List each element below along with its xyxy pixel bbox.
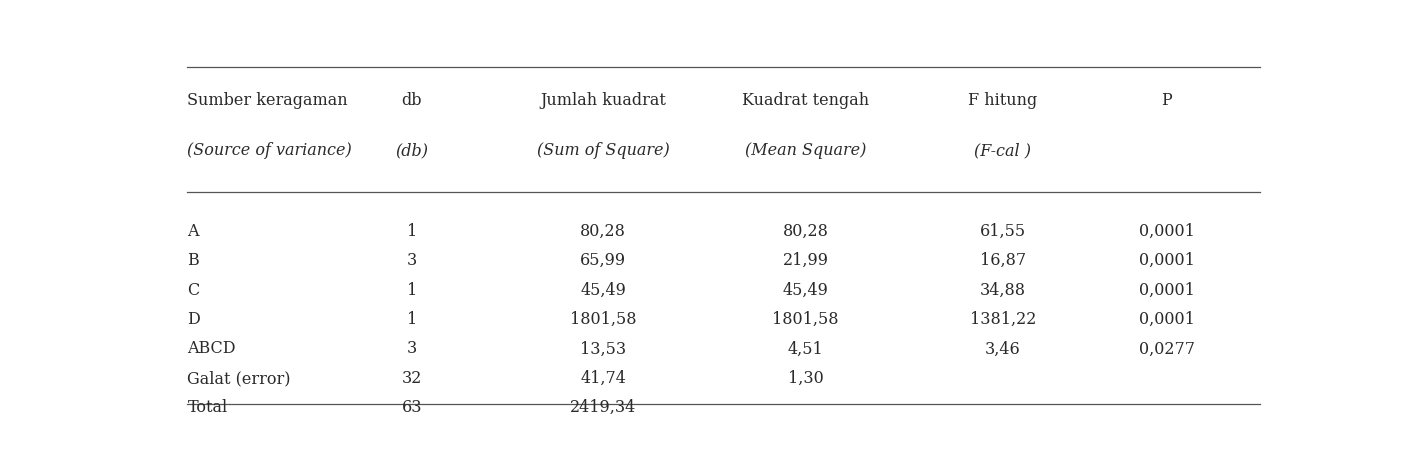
Text: 3: 3 — [407, 341, 417, 357]
Text: 41,74: 41,74 — [580, 370, 626, 387]
Text: 65,99: 65,99 — [580, 252, 627, 269]
Text: 32: 32 — [401, 370, 422, 387]
Text: 45,49: 45,49 — [782, 281, 829, 299]
Text: 21,99: 21,99 — [782, 252, 829, 269]
Text: Sumber keragaman: Sumber keragaman — [188, 92, 349, 109]
Text: 0,0001: 0,0001 — [1139, 223, 1195, 240]
Text: 1,30: 1,30 — [788, 370, 823, 387]
Text: 1: 1 — [407, 281, 417, 299]
Text: 4,51: 4,51 — [788, 341, 823, 357]
Text: 61,55: 61,55 — [980, 223, 1025, 240]
Text: 63: 63 — [401, 399, 422, 416]
Text: 1: 1 — [407, 311, 417, 328]
Text: (db): (db) — [395, 142, 428, 159]
Text: 1801,58: 1801,58 — [772, 311, 839, 328]
Text: db: db — [401, 92, 422, 109]
Text: 0,0001: 0,0001 — [1139, 252, 1195, 269]
Text: 13,53: 13,53 — [580, 341, 627, 357]
Text: Jumlah kuadrat: Jumlah kuadrat — [541, 92, 666, 109]
Text: 1381,22: 1381,22 — [970, 311, 1036, 328]
Text: (Source of variance): (Source of variance) — [188, 142, 352, 159]
Text: 16,87: 16,87 — [980, 252, 1025, 269]
Text: Galat (error): Galat (error) — [188, 370, 291, 387]
Text: (F-cal ): (F-cal ) — [974, 142, 1031, 159]
Text: F hitung: F hitung — [969, 92, 1038, 109]
Text: Kuadrat tengah: Kuadrat tengah — [743, 92, 870, 109]
Text: ABCD: ABCD — [188, 341, 236, 357]
Text: 0,0277: 0,0277 — [1139, 341, 1195, 357]
Text: 2419,34: 2419,34 — [570, 399, 637, 416]
Text: 1801,58: 1801,58 — [570, 311, 637, 328]
Text: 0,0001: 0,0001 — [1139, 281, 1195, 299]
Text: 3,46: 3,46 — [984, 341, 1021, 357]
Text: D: D — [188, 311, 201, 328]
Text: P: P — [1162, 92, 1172, 109]
Text: A: A — [188, 223, 199, 240]
Text: Total: Total — [188, 399, 227, 416]
Text: (Sum of Square): (Sum of Square) — [537, 142, 669, 159]
Text: 1: 1 — [407, 223, 417, 240]
Text: 80,28: 80,28 — [782, 223, 829, 240]
Text: (Mean Square): (Mean Square) — [746, 142, 867, 159]
Text: 45,49: 45,49 — [580, 281, 626, 299]
Text: 3: 3 — [407, 252, 417, 269]
Text: 34,88: 34,88 — [980, 281, 1025, 299]
Text: 0,0001: 0,0001 — [1139, 311, 1195, 328]
Text: B: B — [188, 252, 199, 269]
Text: 80,28: 80,28 — [580, 223, 626, 240]
Text: C: C — [188, 281, 199, 299]
